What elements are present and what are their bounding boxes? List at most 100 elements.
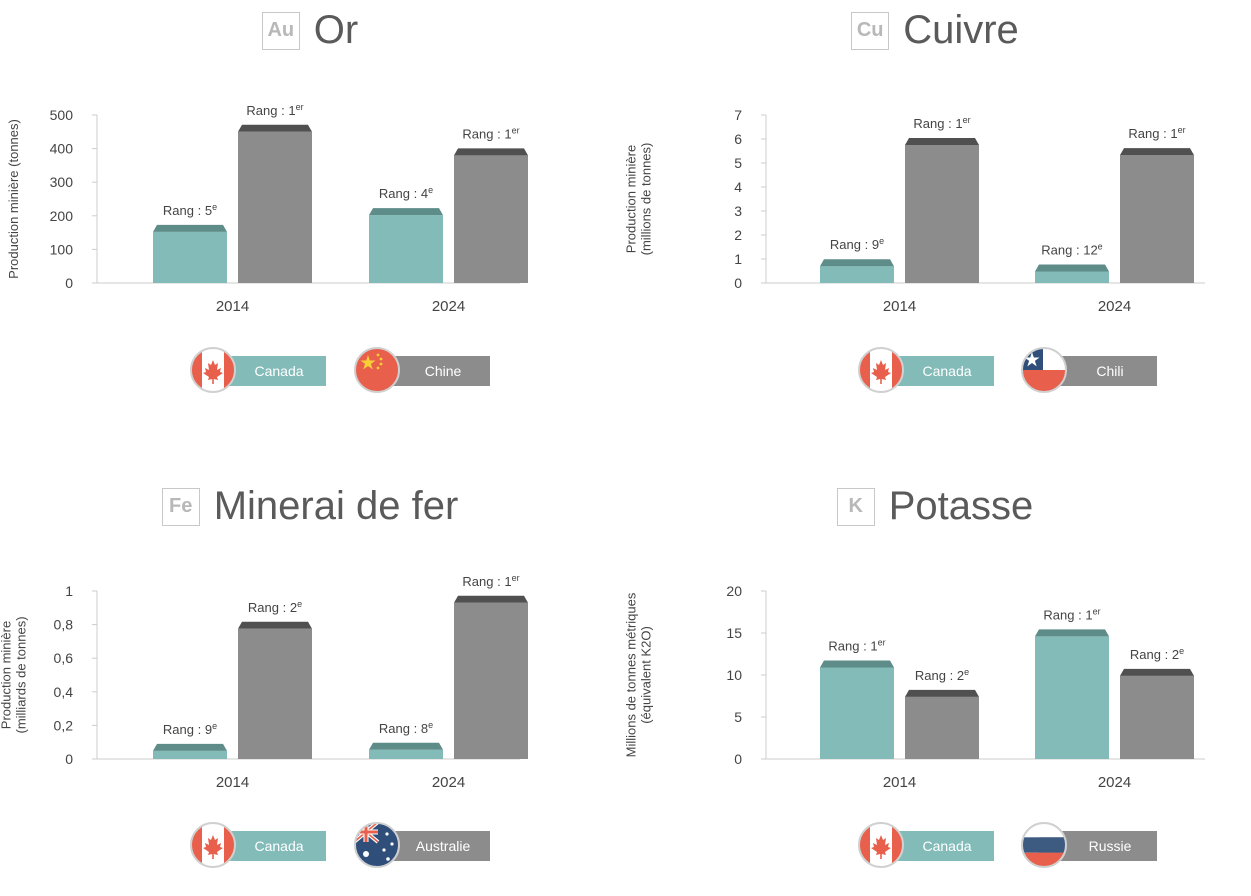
panel-iron-ore: Fe Minerai de fer 0 0,2 0,4 0,6 0,8 1 Producti…	[0, 476, 620, 896]
legend-label: Canada	[254, 363, 304, 379]
y-tick-label: 2	[734, 227, 742, 243]
y-tick-label: 0,4	[54, 684, 74, 700]
x-tick-label: 2024	[1098, 298, 1131, 315]
y-tick-label: 7	[734, 107, 742, 123]
y-axis-label: (milliards de tonnes)	[14, 616, 29, 733]
title-row: K Potasse	[625, 484, 1245, 529]
x-tick-label: 2014	[216, 774, 249, 791]
chart-title: Cuivre	[903, 8, 1019, 52]
x-tick-label: 2024	[432, 298, 465, 315]
rank-label: Rang : 1er	[462, 573, 519, 589]
rank-label: Rang : 1er	[1128, 125, 1185, 141]
rank-label: Rang : 9e	[163, 721, 217, 737]
x-tick-label: 2014	[883, 774, 916, 791]
x-tick-label: 2024	[432, 774, 465, 791]
y-tick-label: 4	[734, 179, 742, 195]
bar-cap	[454, 595, 528, 603]
rank-label: Rang : 5e	[163, 202, 217, 218]
element-symbol-badge: Au	[261, 11, 300, 50]
rank-label: Rang : 1er	[828, 637, 885, 653]
y-axis-label: (millions de tonnes)	[639, 143, 654, 256]
rank-label: Rang : 2e	[1130, 646, 1184, 662]
bar-cap	[1120, 668, 1194, 676]
canada-flag-icon	[190, 347, 236, 393]
y-tick-label: 20	[726, 583, 742, 599]
x-tick-label: 2024	[1098, 774, 1131, 791]
bar	[454, 602, 528, 759]
y-tick-label: 300	[50, 174, 74, 190]
chart-title: Or	[313, 8, 359, 52]
bar-chart: 0 5 10 15 20 Millions de tonnes métriques (équ…	[624, 583, 1205, 791]
panel-copper: Cu Cuivre 0 1 2 3 4 5 6 7 Production minière (mil…	[624, 0, 1245, 420]
bar-chart: 0 100 200 300 400 500 Production minière (tonn…	[6, 102, 528, 315]
canada-flag-icon	[190, 822, 236, 868]
bar-cap	[153, 224, 227, 232]
bar-cap	[905, 138, 979, 145]
y-tick-label: 15	[726, 625, 742, 641]
chart-title: Minerai de fer	[213, 484, 459, 528]
x-tick-label: 2014	[883, 298, 916, 315]
y-tick-label: 0	[734, 275, 742, 291]
bar-cap	[369, 742, 443, 750]
element-symbol-badge: Cu	[851, 11, 890, 50]
china-flag-icon	[354, 347, 400, 393]
bar-cap	[153, 743, 227, 751]
bar-cap	[1035, 629, 1109, 637]
title-row: Au Or	[0, 8, 620, 53]
rank-label: Rang : 1er	[246, 102, 303, 118]
panel-gold: Au Or 0 100 200 300 400 500 Production minière…	[0, 0, 620, 420]
bar	[1035, 636, 1109, 759]
rank-label: Rang : 2e	[248, 599, 302, 615]
rank-label: Rang : 12e	[1041, 241, 1102, 257]
bar	[1035, 271, 1109, 283]
bar	[1120, 155, 1194, 283]
bar	[905, 145, 979, 283]
bar	[238, 628, 312, 759]
y-tick-label: 400	[50, 141, 74, 157]
y-tick-label: 0	[734, 751, 742, 767]
y-tick-label: 3	[734, 203, 742, 219]
rank-label: Rang : 1er	[1043, 606, 1100, 622]
bar-cap	[820, 660, 894, 668]
y-axis-label: Production minière	[624, 145, 639, 253]
title-row: Fe Minerai de fer	[0, 484, 620, 529]
bar	[1120, 675, 1194, 759]
y-axis-label: Production minière (tonnes)	[6, 119, 21, 279]
rank-label: Rang : 1er	[462, 125, 519, 141]
bar-cap	[1035, 264, 1109, 272]
y-tick-label: 0	[65, 275, 73, 291]
y-tick-label: 5	[734, 709, 742, 725]
y-axis-label: Production minière	[0, 621, 14, 729]
rank-label: Rang : 9e	[830, 236, 884, 252]
bar	[153, 750, 227, 759]
y-axis-label: (équivalent K2O)	[639, 626, 654, 724]
bar	[238, 131, 312, 283]
y-tick-label: 0	[65, 751, 73, 767]
canada-flag-icon	[858, 822, 904, 868]
title-row: Cu Cuivre	[625, 8, 1245, 53]
legend-label: Chili	[1096, 363, 1124, 379]
legend-label: Canada	[922, 363, 972, 379]
legend-label: Canada	[254, 838, 304, 854]
panel-potash: K Potasse 0 5 10 15 20 Millions de tonnes mét…	[624, 476, 1245, 896]
legend-label: Chine	[424, 363, 462, 379]
legend-label: Canada	[922, 838, 972, 854]
bar-cap	[820, 259, 894, 267]
bar	[153, 231, 227, 283]
rank-label: Rang : 4e	[379, 185, 433, 201]
bar	[820, 667, 894, 759]
y-tick-label: 0,8	[54, 617, 74, 633]
bar-cap	[905, 689, 979, 697]
bar	[369, 215, 443, 283]
y-tick-label: 200	[50, 208, 74, 224]
bar-cap	[369, 208, 443, 216]
russia-flag-icon	[1021, 822, 1067, 868]
rank-label: Rang : 2e	[915, 667, 969, 683]
y-tick-label: 1	[65, 583, 73, 599]
rank-label: Rang : 1er	[913, 115, 970, 131]
y-tick-label: 100	[50, 241, 74, 257]
element-symbol-badge: Fe	[161, 487, 200, 526]
y-tick-label: 5	[734, 155, 742, 171]
bar-cap	[1120, 148, 1194, 156]
bar-cap	[238, 621, 312, 629]
